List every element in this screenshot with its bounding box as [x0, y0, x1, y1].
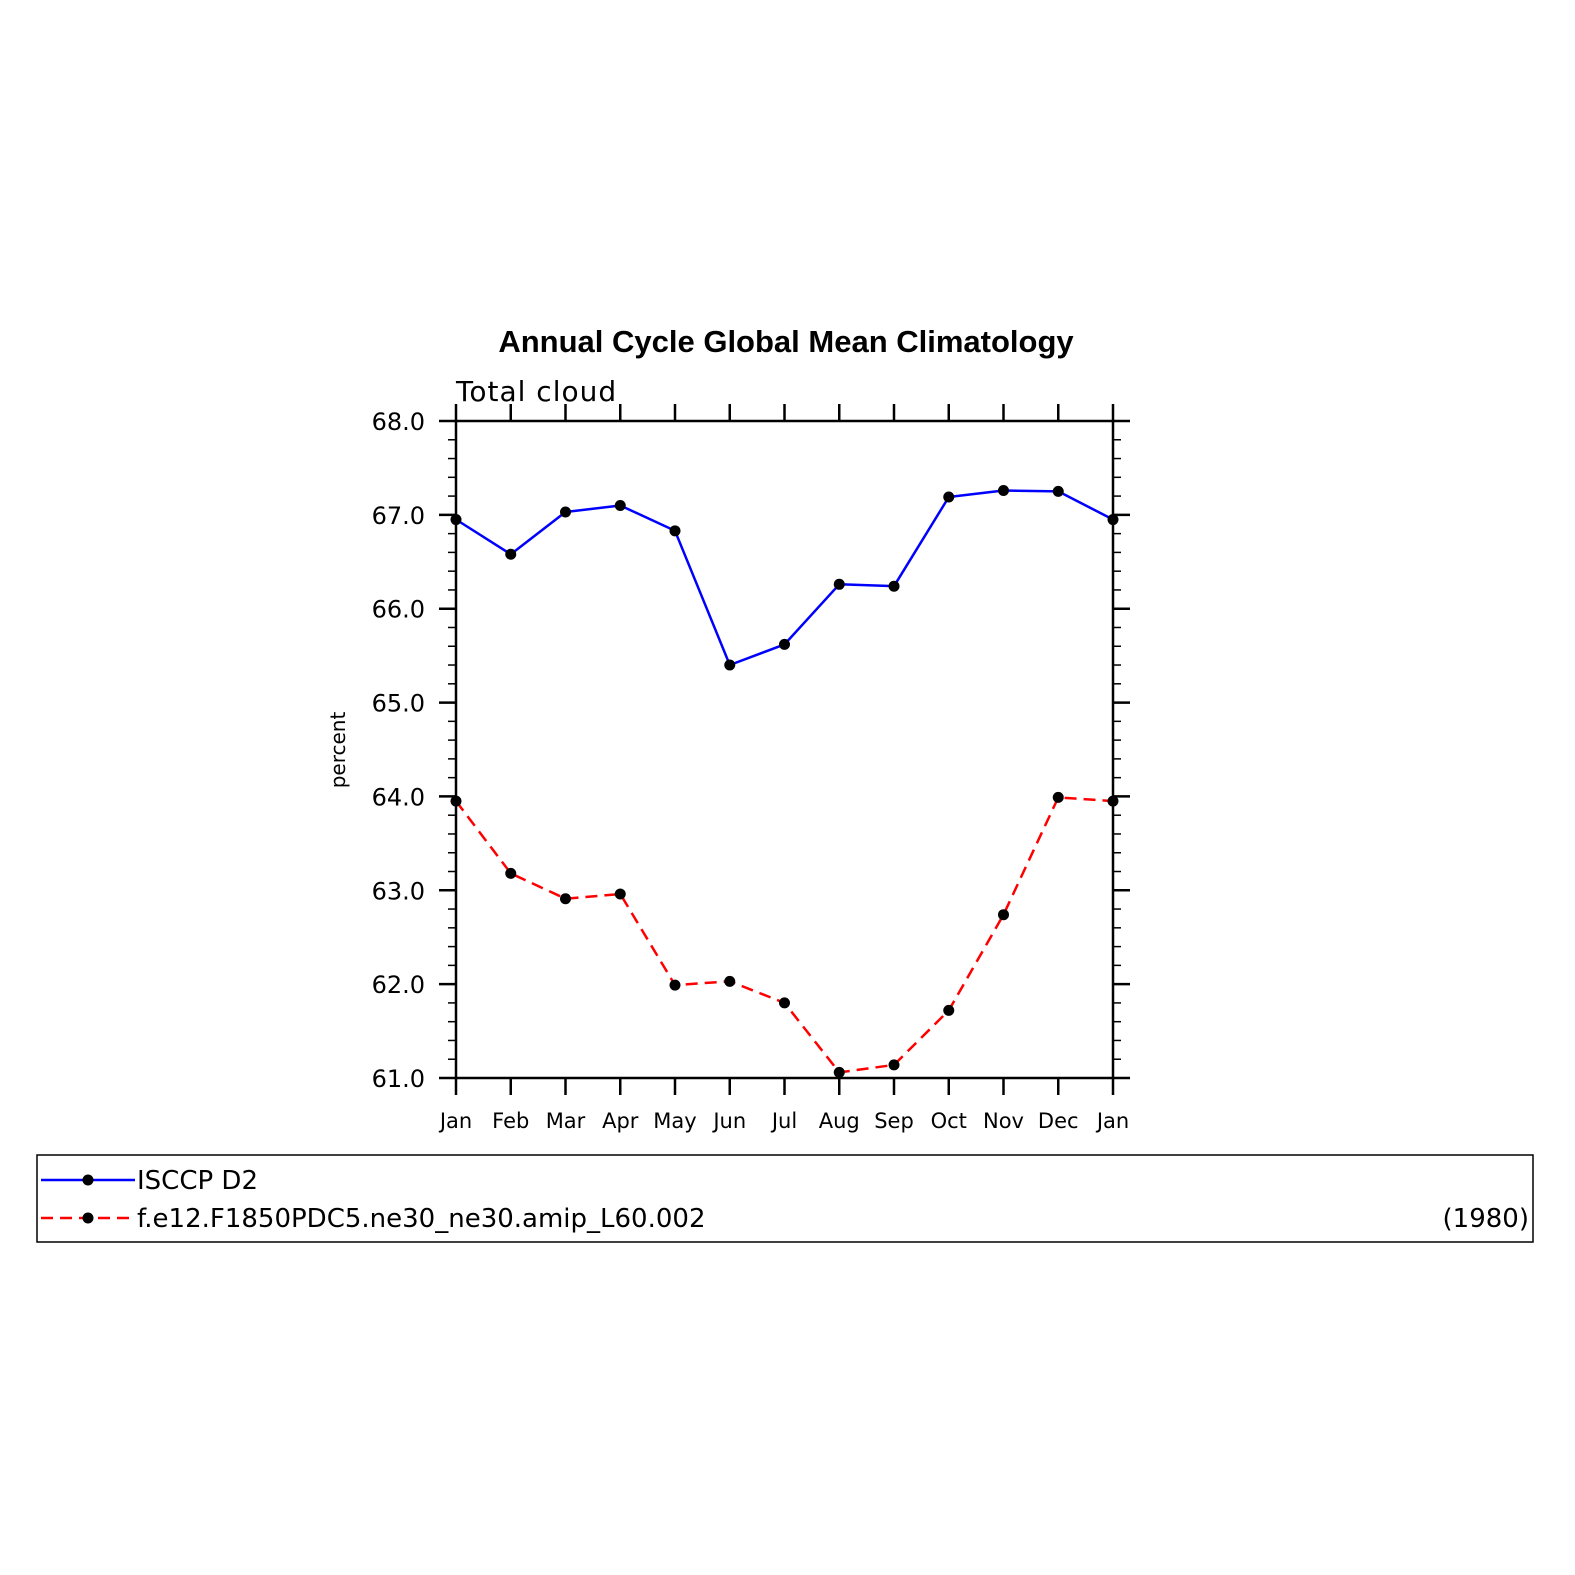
series-1-point	[724, 975, 736, 987]
series-0-point	[943, 491, 955, 503]
y-axis-label: percent	[326, 712, 350, 789]
series-1-point	[614, 888, 626, 900]
x-tick-label: Jan	[1095, 1109, 1129, 1133]
legend: ISCCP D2 f.e12.F1850PDC5.ne30_ne30.amip_…	[36, 1154, 1534, 1243]
legend-marker-model	[82, 1212, 94, 1224]
series-0-point	[888, 580, 900, 592]
y-tick-label: 64.0	[372, 783, 425, 811]
series-1-point	[888, 1059, 900, 1071]
x-axis-ticks: Jan Feb Mar Apr May Jun Jul Aug Sep Oct Nov Dec Jan	[438, 404, 1129, 1133]
series-0-point	[669, 525, 681, 537]
series-1-point	[779, 997, 790, 1009]
series-1-point	[505, 867, 517, 879]
chart-subtitle: Total cloud	[455, 375, 617, 408]
legend-box	[36, 1154, 1534, 1243]
series-0-point	[779, 638, 790, 650]
series-0-point	[450, 514, 462, 526]
legend-label-isccp: ISCCP D2	[137, 1166, 258, 1196]
series-1-point	[998, 909, 1009, 921]
y-tick-label: 63.0	[372, 877, 425, 905]
x-tick-label: Apr	[602, 1109, 639, 1133]
y-tick-label: 62.0	[372, 971, 425, 999]
legend-marker-isccp	[82, 1174, 94, 1186]
series-1-point	[560, 893, 571, 905]
x-tick-label: Jun	[711, 1109, 746, 1133]
series-0-point	[833, 578, 845, 590]
x-tick-label: Nov	[983, 1109, 1024, 1133]
x-tick-label: Dec	[1038, 1109, 1079, 1133]
series-0-point	[1052, 485, 1064, 497]
legend-label-model: f.e12.F1850PDC5.ne30_ne30.amip_L60.002	[137, 1204, 705, 1234]
y-axis-ticks: 61.0 62.0 63.0 64.0 65.0 66.0 67.0 68.0	[372, 408, 1130, 1093]
legend-note: (1980)	[1443, 1204, 1529, 1234]
y-tick-label: 61.0	[372, 1065, 425, 1093]
x-tick-label: Aug	[819, 1109, 860, 1133]
series-0-point	[998, 484, 1009, 496]
y-tick-label: 67.0	[372, 502, 425, 530]
series-1-point	[1052, 791, 1064, 803]
chart-title: Annual Cycle Global Mean Climatology	[498, 324, 1074, 359]
x-tick-label: Jan	[438, 1109, 472, 1133]
series-layer	[450, 484, 1119, 1078]
series-0-point	[614, 499, 626, 511]
y-tick-label: 68.0	[372, 408, 425, 436]
series-1-point	[1107, 795, 1119, 807]
y-tick-label: 65.0	[372, 690, 425, 718]
series-line-0	[455, 489, 1114, 667]
series-1-point	[669, 979, 681, 991]
x-tick-label: Sep	[874, 1109, 914, 1133]
x-tick-label: Feb	[492, 1109, 529, 1133]
series-1-point	[833, 1066, 845, 1078]
x-tick-label: Oct	[931, 1109, 967, 1133]
series-0-point	[560, 506, 571, 518]
series-0-point	[1107, 514, 1119, 526]
series-line-1	[455, 796, 1114, 1074]
series-1-point	[943, 1004, 955, 1016]
series-1-point	[450, 795, 462, 807]
y-tick-label: 66.0	[372, 596, 425, 624]
series-0-point	[505, 548, 517, 560]
x-tick-label: Mar	[546, 1109, 586, 1133]
series-0-point	[724, 659, 736, 671]
x-tick-label: Jul	[770, 1109, 797, 1133]
x-tick-label: May	[653, 1109, 696, 1133]
